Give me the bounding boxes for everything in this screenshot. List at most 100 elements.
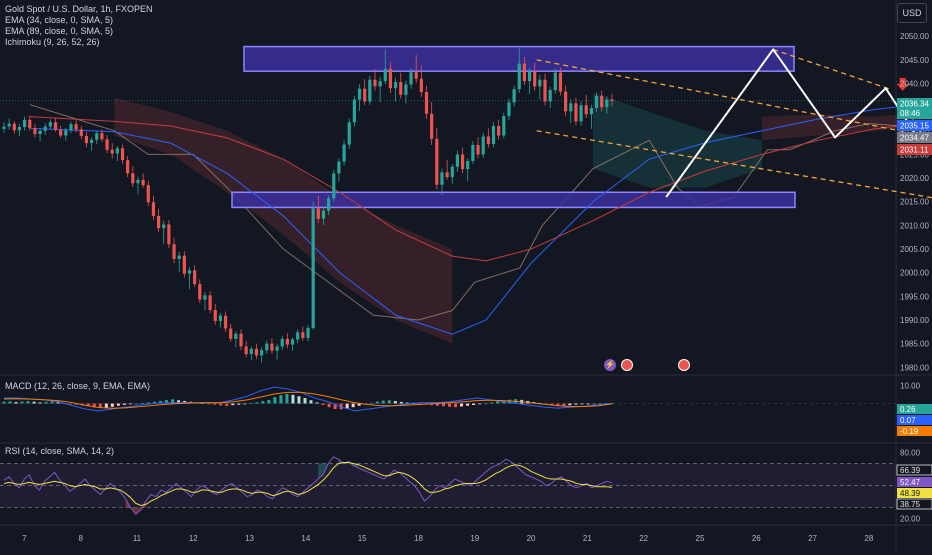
candle-body xyxy=(357,88,362,100)
candle-body xyxy=(589,108,593,115)
candle-body xyxy=(579,105,583,122)
price-tag-countdown: 08:46 xyxy=(900,109,921,118)
time-tick-label: 8 xyxy=(78,534,83,543)
macd-legend: MACD (12, 26, close, 9, EMA, EMA) xyxy=(5,381,151,391)
candle-body xyxy=(471,144,475,162)
candle-body xyxy=(430,113,434,139)
candle-body xyxy=(95,133,99,140)
rsi-overbought-fill xyxy=(338,459,359,469)
candle-body xyxy=(512,89,516,103)
macd-histogram-bar xyxy=(357,403,361,406)
macd-histogram-bar xyxy=(122,403,126,405)
candle-body xyxy=(399,82,403,95)
macd-histogram-bar xyxy=(14,402,18,404)
candle-body xyxy=(481,136,485,155)
macd-histogram-bar xyxy=(74,403,78,405)
candle-body xyxy=(296,332,300,340)
candle-body xyxy=(455,154,460,167)
candle-body xyxy=(203,295,207,300)
ichimoku-cloud xyxy=(114,97,453,344)
macd-histogram-bar xyxy=(201,402,205,404)
candle-body xyxy=(332,173,336,199)
candle-body xyxy=(84,135,89,144)
candle-body xyxy=(270,343,274,351)
macd-histogram-bar xyxy=(508,399,512,404)
macd-histogram-bar xyxy=(550,403,554,405)
trendline xyxy=(772,48,892,91)
macd-histogram-bar xyxy=(116,403,120,406)
time-tick-label: 21 xyxy=(583,534,592,543)
macd-histogram-bar xyxy=(177,400,181,404)
candle-body xyxy=(260,350,264,356)
lightning-icon[interactable]: ⚡ xyxy=(604,359,616,371)
us-flag-icon[interactable] xyxy=(678,359,690,371)
macd-histogram-bar xyxy=(345,403,349,409)
macd-histogram-bar xyxy=(417,403,421,405)
macd-histogram-bar xyxy=(243,403,247,405)
candle-body xyxy=(321,210,326,219)
macd-histogram-bar xyxy=(291,394,295,404)
candle-body xyxy=(373,79,377,87)
macd-histogram-bar xyxy=(86,403,90,407)
candle-body xyxy=(424,92,429,114)
candle-body xyxy=(404,84,408,95)
us-flag-icon[interactable] xyxy=(621,359,633,371)
rsi_ma-line xyxy=(3,462,613,507)
price-tag-label: 2031.11 xyxy=(900,146,929,155)
price-tick-label: 2045.00 xyxy=(900,56,929,65)
rsi-value-tag xyxy=(896,464,932,476)
candle-body xyxy=(564,91,568,112)
currency-button[interactable]: USD xyxy=(897,3,927,23)
macd-tick-label: 10.00 xyxy=(900,381,921,390)
candle-body xyxy=(363,88,367,102)
macd-histogram-bar xyxy=(231,403,235,406)
macd-histogram-bar xyxy=(92,403,96,408)
price-tick-label: 1985.00 xyxy=(900,340,929,349)
rsi-tick-label: 80.00 xyxy=(900,449,921,458)
price-tick-label: 2030.00 xyxy=(900,127,929,136)
candle-body xyxy=(388,68,393,89)
ichimoku-cloud xyxy=(593,92,762,188)
candle-body xyxy=(327,198,331,211)
candle-body xyxy=(64,130,68,136)
candle-body xyxy=(172,244,176,259)
macd-histogram-bar xyxy=(586,403,590,405)
legend-ichimoku: Ichimoku (9, 26, 52, 26) xyxy=(5,37,100,47)
time-tick-label: 15 xyxy=(358,534,367,543)
macd-value-tag xyxy=(897,404,932,414)
candle-body xyxy=(337,161,341,174)
macd-histogram-bar xyxy=(447,403,451,407)
price-tag-label: 2035.15 xyxy=(900,122,929,131)
candle-body xyxy=(229,328,233,339)
macd-value-tag xyxy=(897,415,932,425)
candle-body xyxy=(17,127,22,131)
rsi-value-tag xyxy=(897,477,932,487)
macd-histogram-bar xyxy=(249,403,253,404)
candle-body xyxy=(38,130,42,135)
candle-body xyxy=(33,127,37,135)
macd-histogram-bar xyxy=(333,403,337,409)
macd-histogram-bar xyxy=(237,403,241,405)
rsi-legend: RSI (14, close, SMA, 14, 2) xyxy=(5,446,115,456)
price-tick-label: 2050.00 xyxy=(900,32,929,41)
price-tag-label: 2036.34 xyxy=(900,100,929,109)
candle-body xyxy=(409,72,413,85)
candle-body xyxy=(244,346,248,355)
rsi-value-label: 66.39 xyxy=(900,466,921,475)
macd-histogram-bar xyxy=(375,401,379,404)
candle-body xyxy=(213,310,217,321)
candle-body xyxy=(115,148,119,154)
candle-body xyxy=(265,343,269,351)
macd-histogram-bar xyxy=(369,402,373,404)
time-tick-label: 25 xyxy=(696,534,705,543)
candle-body xyxy=(306,328,310,338)
macd-value-tag xyxy=(897,426,932,436)
candle-body xyxy=(460,154,465,170)
macd-histogram-bar xyxy=(207,403,211,405)
candle-body xyxy=(594,95,599,109)
macd-histogram-bar xyxy=(128,403,132,405)
candle-body xyxy=(53,122,58,130)
candle-body xyxy=(136,179,140,184)
macd-histogram-bar xyxy=(496,401,500,404)
